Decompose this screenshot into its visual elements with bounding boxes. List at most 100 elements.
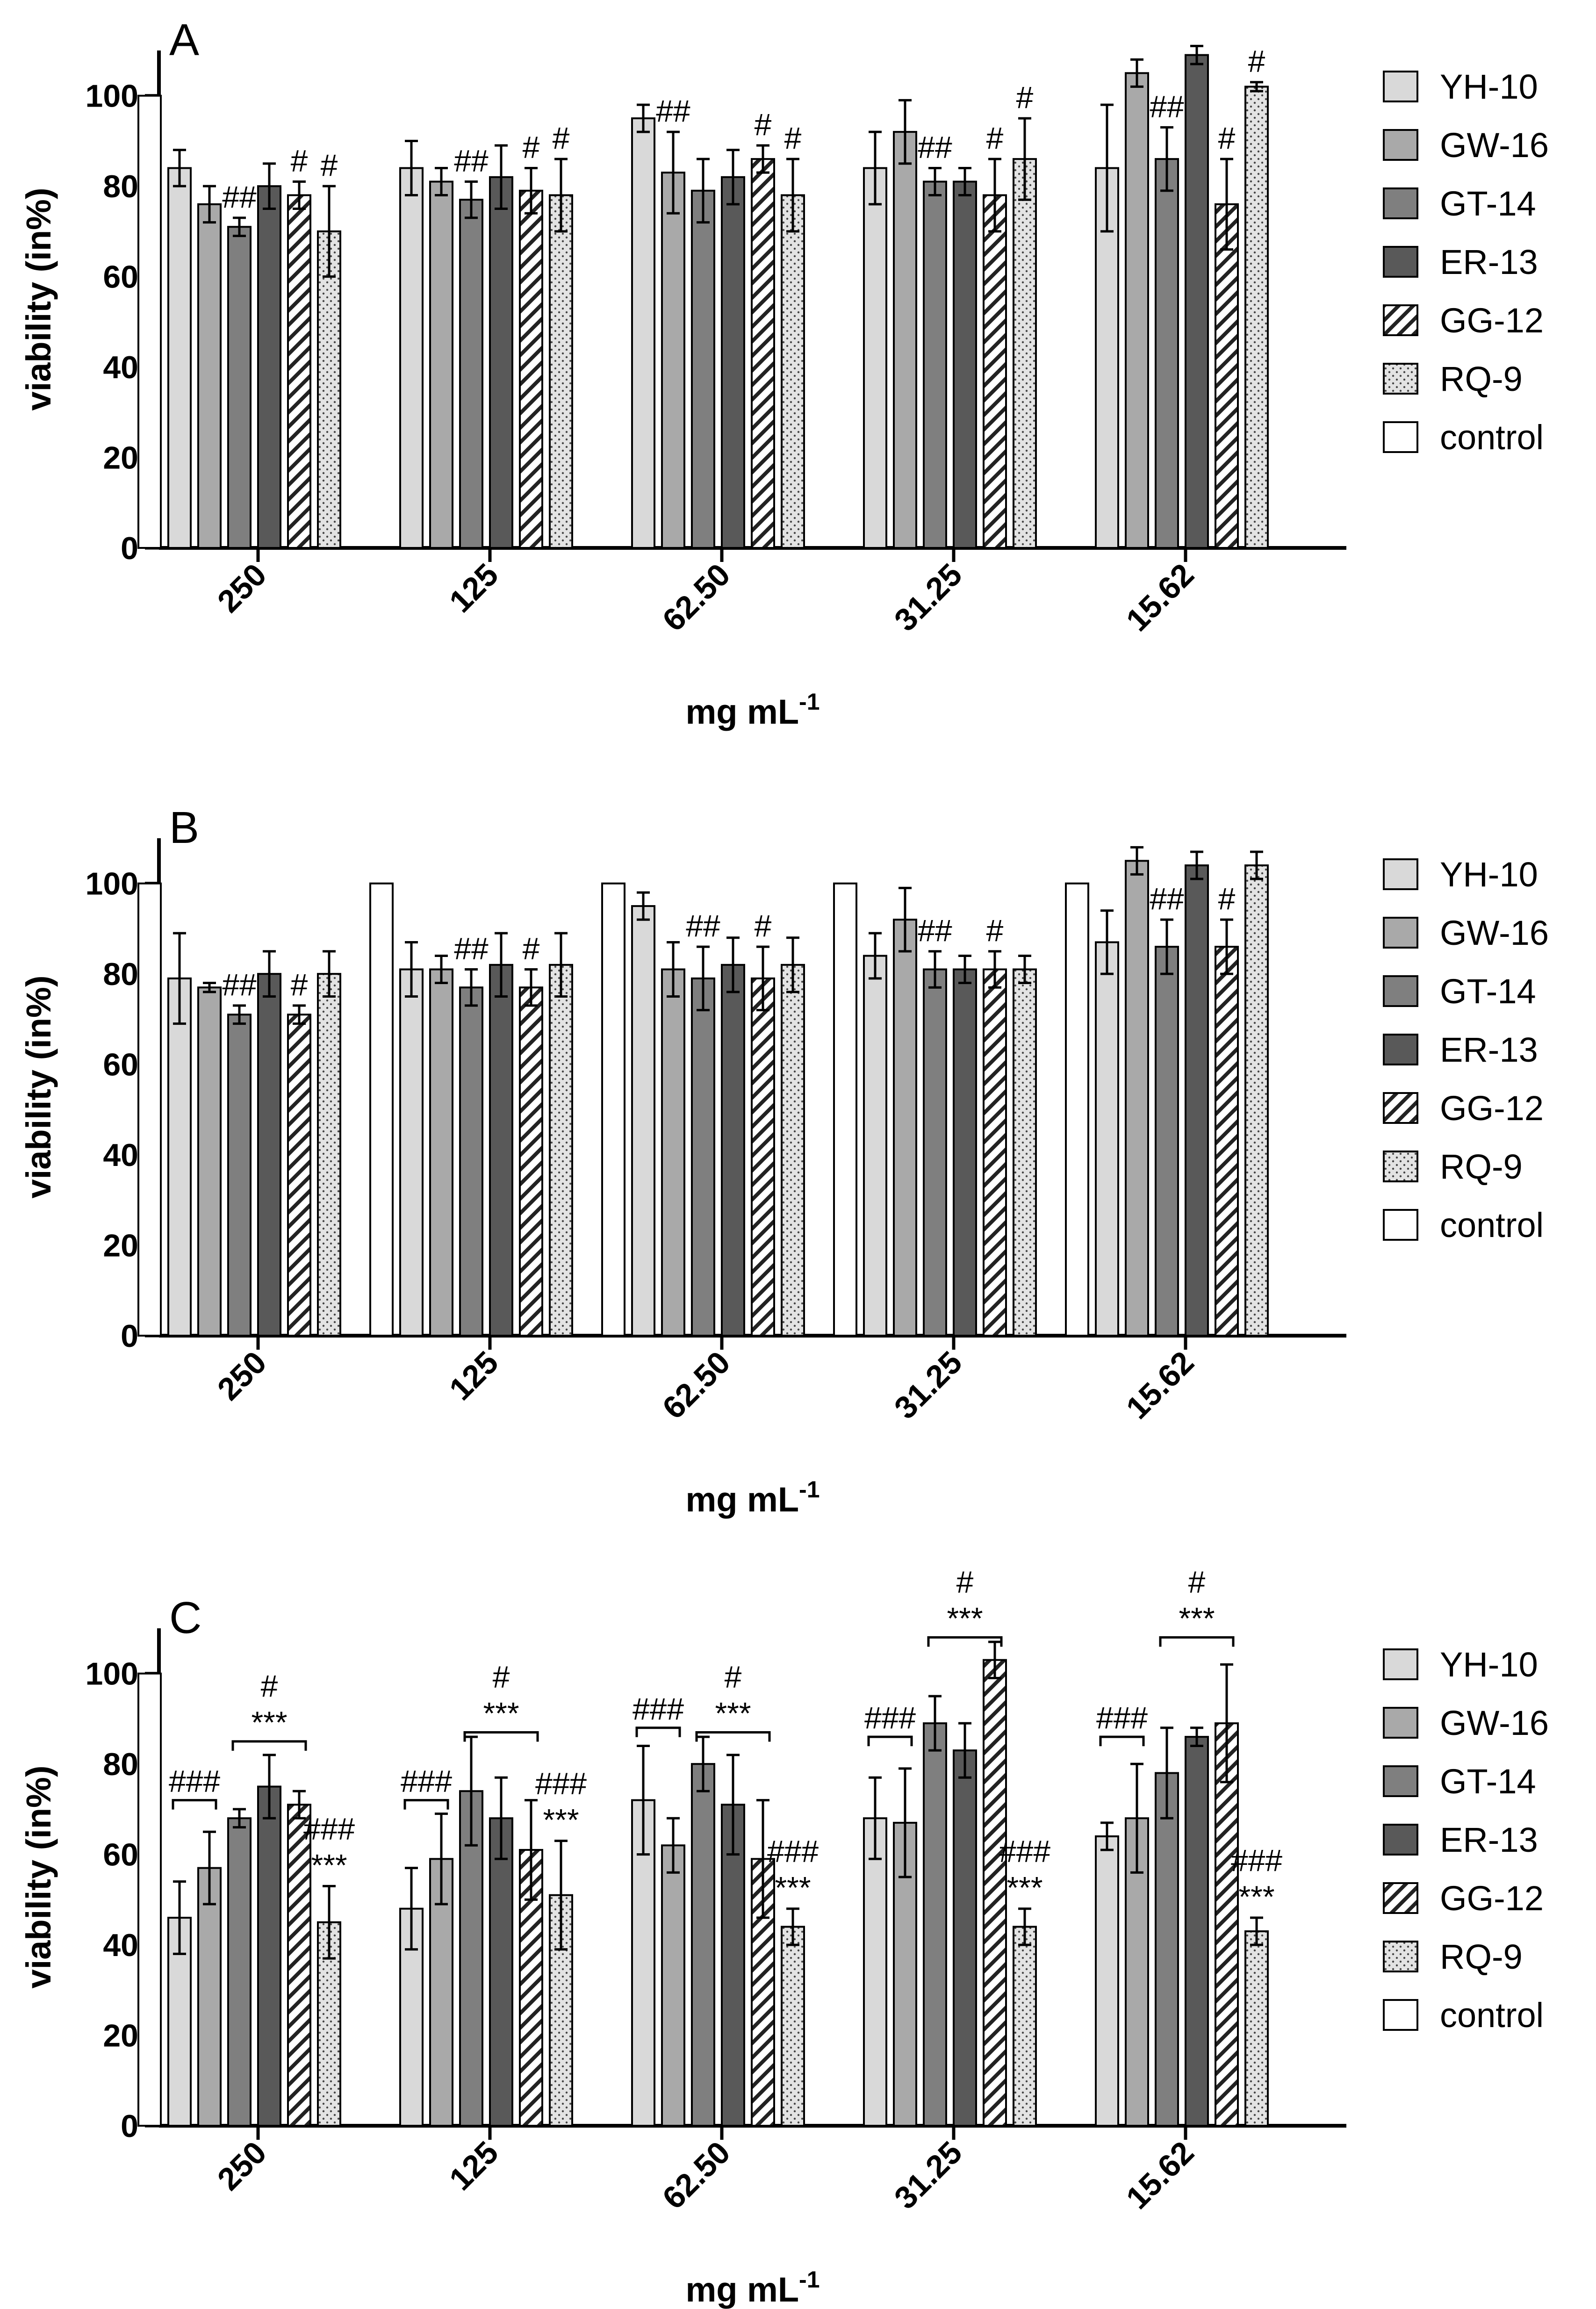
- bar-er-13: [953, 1749, 977, 2127]
- bar-er-13: [953, 180, 977, 549]
- y-tick-label: 80: [103, 169, 138, 204]
- legend-label: GG-12: [1440, 1879, 1544, 1918]
- bar-gg-12: [287, 1804, 311, 2127]
- x-tick-label: 15.62: [1120, 1345, 1201, 1426]
- x-tick-label: 15.62: [1120, 557, 1201, 638]
- legend-swatch: [1383, 421, 1418, 453]
- significance-label: ***: [775, 1870, 811, 1905]
- legend-label: GT-14: [1440, 184, 1536, 223]
- panel-A: A 0 20 40 60 80 100 viability (in%) 250 125 62.50 3…: [19, 15, 1549, 731]
- bar-gt-14: [227, 1817, 252, 2127]
- bar-rq-9: [1013, 158, 1037, 549]
- bracket-label: #: [1188, 1564, 1206, 1599]
- significance-label: ##: [222, 180, 257, 214]
- legend-swatch: [1383, 1151, 1418, 1182]
- x-axis-label: mg mL-1: [685, 2266, 820, 2309]
- legend-label: RQ-9: [1440, 360, 1523, 398]
- bar-er-13: [1185, 864, 1209, 1337]
- legend-swatch: [1383, 1034, 1418, 1065]
- panel-letter: A: [169, 15, 199, 65]
- bar-yh-10: [863, 167, 887, 549]
- significance-label: ###: [1231, 1843, 1282, 1877]
- bar-rq-9: [1244, 864, 1269, 1337]
- panel-B: B 0 20 40 60 80 100 viability (in%) 250 125 62.50 3…: [19, 803, 1549, 1519]
- legend-swatch: [1383, 187, 1418, 219]
- bar-gt-14: [1155, 158, 1179, 549]
- bar-gg-12: [287, 194, 311, 549]
- bracket-label: #: [493, 1659, 510, 1694]
- significance-label: #: [291, 967, 308, 1002]
- legend-label: GW-16: [1440, 1704, 1549, 1742]
- significance-label: ##: [222, 967, 257, 1002]
- legend-swatch: [1383, 1824, 1418, 1856]
- y-tick-label: 60: [103, 259, 138, 295]
- significance-bracket: [695, 1731, 771, 1742]
- legend-swatch: [1383, 1999, 1418, 2031]
- legend-label: YH-10: [1440, 67, 1538, 106]
- legend-swatch: [1383, 1941, 1418, 1972]
- bar-gg-12: [519, 189, 543, 549]
- bar-er-13: [257, 1785, 281, 2127]
- legend-label: GT-14: [1440, 972, 1536, 1011]
- significance-bracket: [1099, 1735, 1145, 1747]
- bar-gt-14: [1155, 1772, 1179, 2127]
- legend-label: control: [1440, 1996, 1544, 2035]
- significance-label: ##: [454, 144, 489, 178]
- bar-rq-9: [781, 194, 805, 549]
- x-tick-label: 250: [211, 1345, 273, 1407]
- bar-control: [137, 94, 162, 549]
- bracket-label: ###: [633, 1691, 684, 1726]
- y-tick-label: 0: [121, 1318, 138, 1354]
- bar-gt-14: [691, 977, 715, 1337]
- y-tick-label: 40: [103, 1928, 138, 1963]
- bar-gg-12: [287, 1014, 311, 1337]
- legend-swatch: [1383, 246, 1418, 278]
- significance-label: ###: [303, 1811, 355, 1846]
- significance-bracket: [635, 1726, 681, 1737]
- significance-label: ***: [1238, 1879, 1274, 1914]
- bar-rq-9: [1244, 86, 1269, 549]
- bar-er-13: [953, 968, 977, 1337]
- significance-label: ##: [454, 931, 489, 966]
- bar-gg-12: [983, 1659, 1007, 2127]
- legend-label: ER-13: [1440, 243, 1538, 281]
- legend-swatch: [1383, 363, 1418, 395]
- bar-gg-12: [983, 968, 1007, 1337]
- bracket-label: #: [725, 1659, 742, 1694]
- y-tick-label: 100: [86, 79, 138, 114]
- bar-gt-14: [459, 199, 483, 549]
- bar-gw-16: [429, 1858, 453, 2127]
- x-axis-label: mg mL-1: [685, 689, 820, 731]
- significance-label: #: [1218, 881, 1236, 916]
- legend-label: ER-13: [1440, 1820, 1538, 1859]
- bar-control: [1065, 882, 1089, 1337]
- bar-gt-14: [227, 1014, 252, 1337]
- y-tick-label: 40: [103, 350, 138, 385]
- x-tick-label: 31.25: [888, 1345, 969, 1426]
- bar-gt-14: [923, 1722, 947, 2127]
- bar-control: [369, 882, 394, 1337]
- significance-bracket: [172, 1799, 217, 1810]
- bar-rq-9: [1244, 1930, 1269, 2127]
- y-tick-label: 60: [103, 1837, 138, 1873]
- bar-er-13: [489, 964, 513, 1337]
- bar-yh-10: [863, 955, 887, 1337]
- bar-gw-16: [661, 968, 685, 1337]
- significance-label: #: [523, 129, 540, 164]
- bar-gw-16: [661, 172, 685, 549]
- bar-gg-12: [751, 977, 775, 1337]
- significance-label: #: [755, 107, 772, 142]
- significance-label: #: [553, 121, 570, 155]
- bar-gg-12: [519, 986, 543, 1337]
- legend-label: control: [1440, 1206, 1544, 1244]
- legend-swatch: [1383, 858, 1418, 890]
- bracket-label: ###: [864, 1700, 916, 1735]
- bar-yh-10: [399, 167, 424, 549]
- significance-label: #: [1218, 121, 1236, 155]
- legend-swatch: [1383, 1648, 1418, 1680]
- x-tick-label: 125: [443, 557, 505, 619]
- y-tick-label: 20: [103, 2018, 138, 2054]
- bar-gw-16: [893, 131, 917, 549]
- significance-label: ##: [1150, 881, 1184, 916]
